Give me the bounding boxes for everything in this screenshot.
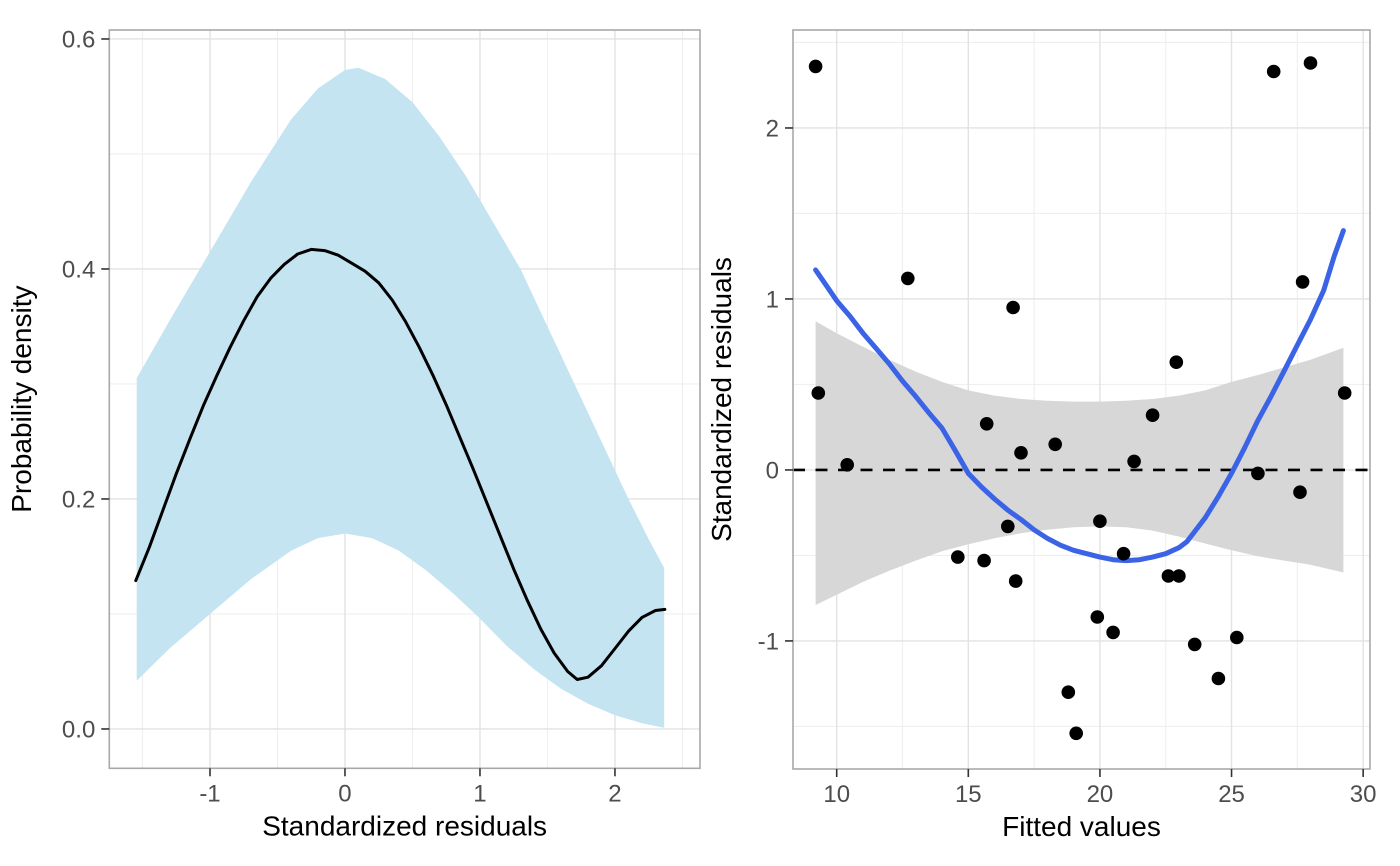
data-point: [1211, 671, 1226, 686]
data-point: [811, 386, 826, 400]
data-point: [951, 550, 965, 564]
smooth-trend-line: [813, 228, 1346, 564]
grid-minor: [793, 30, 1370, 769]
density-curve: [134, 247, 667, 681]
x-tick-label: 30: [1350, 781, 1377, 808]
panel-border: [108, 29, 701, 770]
y-tick-label: 0.6: [62, 26, 95, 53]
axis-ticks: -1 0 1 2 0.0 0.2 0.4 0.6: [62, 26, 622, 807]
y-tick-label: 0.4: [62, 256, 95, 283]
data-point: [1169, 355, 1184, 370]
x-tick-label: 20: [1087, 781, 1114, 808]
data-point: [1127, 454, 1141, 469]
x-tick-label: 25: [1218, 781, 1245, 808]
y-tick-label: -1: [758, 628, 779, 655]
data-point: [1116, 546, 1131, 561]
data-point: [1251, 466, 1265, 481]
data-point: [1014, 446, 1028, 460]
data-point: [1048, 437, 1062, 452]
data-point: [1093, 514, 1107, 528]
y-tick-label: 2: [766, 115, 779, 142]
data-point: [979, 417, 994, 431]
data-point: [1303, 56, 1318, 70]
x-tick-label: 0: [338, 780, 351, 807]
data-point: [1008, 574, 1023, 588]
y-tick-label: 1: [766, 286, 779, 313]
panel-border: [792, 29, 1371, 770]
data-point: [977, 553, 991, 568]
x-tick-label: 1: [473, 780, 486, 807]
residual-plot-panel: 10 15 20 25 30 -1 0 1 2 Fitted values Standardized…: [706, 29, 1377, 842]
x-axis-title: Standardized residuals: [262, 810, 547, 841]
data-point: [1187, 637, 1202, 652]
data-point: [1006, 300, 1020, 315]
data-point: [1061, 685, 1076, 699]
data-point: [1145, 408, 1160, 423]
data-point: [1090, 610, 1105, 624]
y-axis-title: Probability density: [6, 286, 37, 513]
data-point: [1293, 485, 1307, 500]
confidence-ribbon: [815, 321, 1344, 605]
data-point: [1295, 275, 1310, 289]
y-axis-title: Standardized residuals: [706, 257, 737, 542]
data-point: [1069, 726, 1083, 741]
density-plot-panel: -1 0 1 2 0.0 0.2 0.4 0.6 Standardized residuals P…: [6, 26, 701, 841]
y-tick-label: 0: [766, 457, 779, 484]
confidence-ribbon: [136, 67, 665, 728]
axis-ticks: 10 15 20 25 30 -1 0 1 2: [758, 115, 1377, 808]
data-point: [808, 59, 823, 74]
x-axis-title: Fitted values: [1002, 811, 1161, 842]
y-tick-label: 0.0: [62, 716, 95, 743]
x-tick-label: 2: [608, 780, 621, 807]
x-tick-label: 10: [823, 781, 850, 808]
data-point: [1337, 386, 1352, 400]
data-point: [1172, 569, 1186, 583]
data-point: [1230, 630, 1244, 645]
x-tick-label: 15: [955, 781, 982, 808]
y-tick-label: 0.2: [62, 486, 95, 513]
data-point: [901, 271, 915, 286]
x-tick-label: -1: [199, 780, 220, 807]
data-point: [1161, 569, 1176, 583]
data-point: [1266, 64, 1281, 79]
data-point: [840, 458, 854, 472]
data-point: [1001, 519, 1015, 534]
data-point: [1106, 625, 1120, 640]
scatter-points: [808, 56, 1352, 741]
